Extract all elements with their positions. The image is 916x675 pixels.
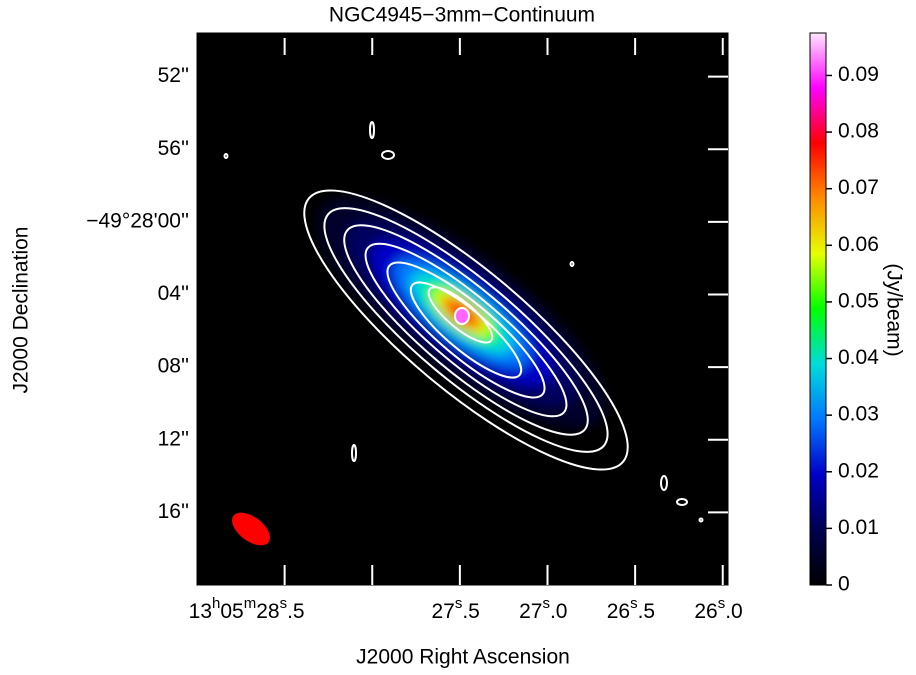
contours xyxy=(303,189,629,471)
x-tick-label: 13h05m28s.5 xyxy=(189,595,305,623)
y-tick-label: −49°28'00'' xyxy=(86,209,189,232)
colorbar-tick-label: 0.04 xyxy=(838,346,879,369)
emission-image xyxy=(223,121,704,546)
colorbar-tick-label: 0.09 xyxy=(838,63,879,86)
x-tick-label: 26s.0 xyxy=(694,595,742,623)
y-axis-label: J2000 Declination xyxy=(10,227,33,394)
chart-title: NGC4945−3mm−Continuum xyxy=(329,4,595,27)
colorbar-tick-label: 0.06 xyxy=(838,233,879,256)
noise-contours xyxy=(223,121,704,523)
y-tick-label: 04'' xyxy=(158,282,189,305)
colorbar-tick-label: 0.07 xyxy=(838,176,879,199)
colorbar-label: (Jy/beam) xyxy=(882,263,905,356)
y-tick-label: 12'' xyxy=(158,427,189,450)
colorbar-tick-label: 0.03 xyxy=(838,403,879,426)
peak xyxy=(454,307,470,325)
colorbar-tick-label: 0.01 xyxy=(838,516,879,539)
colorbar-tick-label: 0.02 xyxy=(838,459,879,482)
y-tick-label: 16'' xyxy=(158,500,189,523)
colorbar-tick-label: 0.08 xyxy=(838,120,879,143)
beam xyxy=(232,512,270,546)
x-tick-label: 26s.5 xyxy=(607,595,655,623)
colorbar-tick-label: 0.05 xyxy=(838,289,879,312)
y-tick-label: 52'' xyxy=(158,64,189,87)
colorbar xyxy=(809,32,827,586)
y-tick-label: 08'' xyxy=(158,355,189,378)
x-tick-label: 27s.5 xyxy=(431,595,479,623)
colorbar-tick-label: 0 xyxy=(838,573,850,596)
ticks: 13h05m28s.5 27s.5 27s.0 26s.5 26s.0 52'' 56'' −… xyxy=(86,38,879,623)
y-tick-label: 56'' xyxy=(158,137,189,160)
x-tick-label: 27s.0 xyxy=(519,595,567,623)
x-axis-label: J2000 Right Ascension xyxy=(356,646,570,669)
